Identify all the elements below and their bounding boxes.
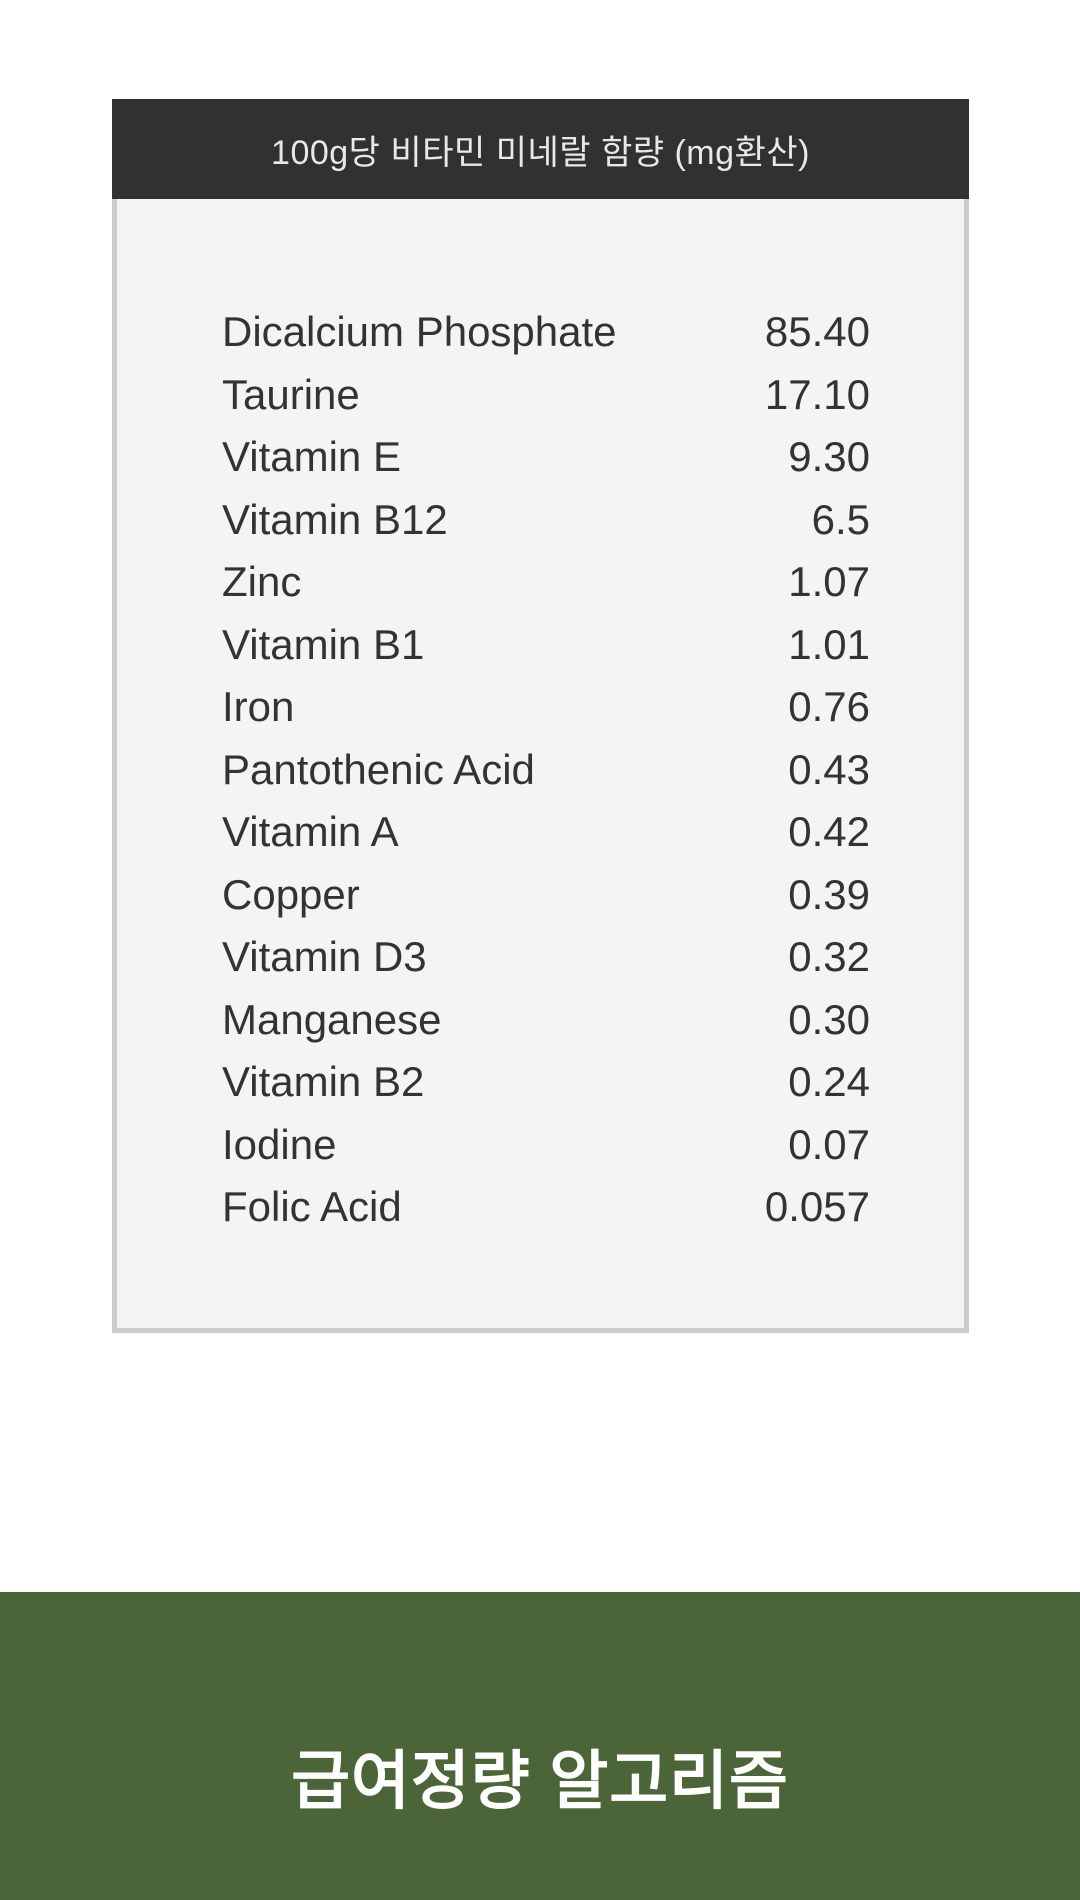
table-row: Vitamin B1 1.01 (222, 614, 870, 677)
table-row: Zinc 1.07 (222, 551, 870, 614)
nutrient-name: Dicalcium Phosphate (222, 308, 617, 355)
nutrition-card: 100g당 비타민 미네랄 함량 (mg환산) Dicalcium Phosph… (112, 99, 969, 1333)
nutrient-value: 0.42 (788, 808, 870, 855)
nutrient-value: 9.30 (788, 433, 870, 480)
card-title: 100g당 비타민 미네랄 함량 (mg환산) (271, 133, 810, 172)
nutrient-table: Dicalcium Phosphate 85.40 Taurine 17.10 … (222, 301, 870, 1239)
nutrient-value: 0.057 (764, 1183, 870, 1230)
table-row: Copper 0.39 (222, 864, 870, 927)
nutrient-value: 0.39 (788, 870, 870, 918)
table-row: Folic Acid 0.057 (222, 1176, 870, 1239)
nutrient-value: 0.43 (788, 745, 870, 793)
nutrient-value: 6.5 (811, 495, 870, 543)
nutrient-name: Vitamin B2 (222, 1058, 425, 1105)
nutrient-value: 1.01 (788, 620, 870, 668)
table-row: Vitamin A 0.42 (222, 801, 870, 864)
nutrient-name: Pantothenic Acid (222, 745, 535, 793)
nutrient-value: 17.10 (764, 370, 870, 418)
nutrient-value: 1.07 (788, 558, 870, 605)
nutrient-value: 0.32 (788, 933, 870, 980)
nutrient-value: 0.76 (788, 683, 870, 730)
nutrient-name: Taurine (222, 370, 360, 418)
nutrient-value: 0.07 (788, 1120, 870, 1168)
nutrient-name: Manganese (222, 995, 442, 1043)
nutrient-name: Iodine (222, 1120, 337, 1168)
card-header: 100g당 비타민 미네랄 함량 (mg환산) (112, 99, 969, 199)
nutrient-name: Copper (222, 870, 360, 918)
nutrient-name: Zinc (222, 558, 302, 605)
nutrient-name: Vitamin B1 (222, 620, 425, 668)
nutrient-name: Vitamin D3 (222, 933, 427, 980)
nutrient-value: 0.24 (788, 1058, 870, 1105)
table-row: Pantothenic Acid 0.43 (222, 739, 870, 802)
nutrient-value: 0.30 (788, 995, 870, 1043)
table-row: Dicalcium Phosphate 85.40 (222, 301, 870, 364)
nutrient-name: Vitamin A (222, 808, 399, 855)
table-row: Vitamin B12 6.5 (222, 489, 870, 552)
table-row: Vitamin D3 0.32 (222, 926, 870, 989)
table-row: Iron 0.76 (222, 676, 870, 739)
table-row: Taurine 17.10 (222, 364, 870, 427)
nutrient-name: Folic Acid (222, 1183, 402, 1230)
nutrient-name: Iron (222, 683, 295, 730)
nutrient-value: 85.40 (764, 308, 870, 355)
table-row: Manganese 0.30 (222, 989, 870, 1052)
footer-banner: 급여정량 알고리즘 (0, 1592, 1080, 1900)
nutrient-name: Vitamin E (222, 433, 401, 480)
footer-title: 급여정량 알고리즘 (291, 1745, 789, 1817)
table-row: Iodine 0.07 (222, 1114, 870, 1177)
card-body: Dicalcium Phosphate 85.40 Taurine 17.10 … (112, 199, 969, 1333)
table-row: Vitamin B2 0.24 (222, 1051, 870, 1114)
nutrient-name: Vitamin B12 (222, 495, 448, 543)
table-row: Vitamin E 9.30 (222, 426, 870, 489)
